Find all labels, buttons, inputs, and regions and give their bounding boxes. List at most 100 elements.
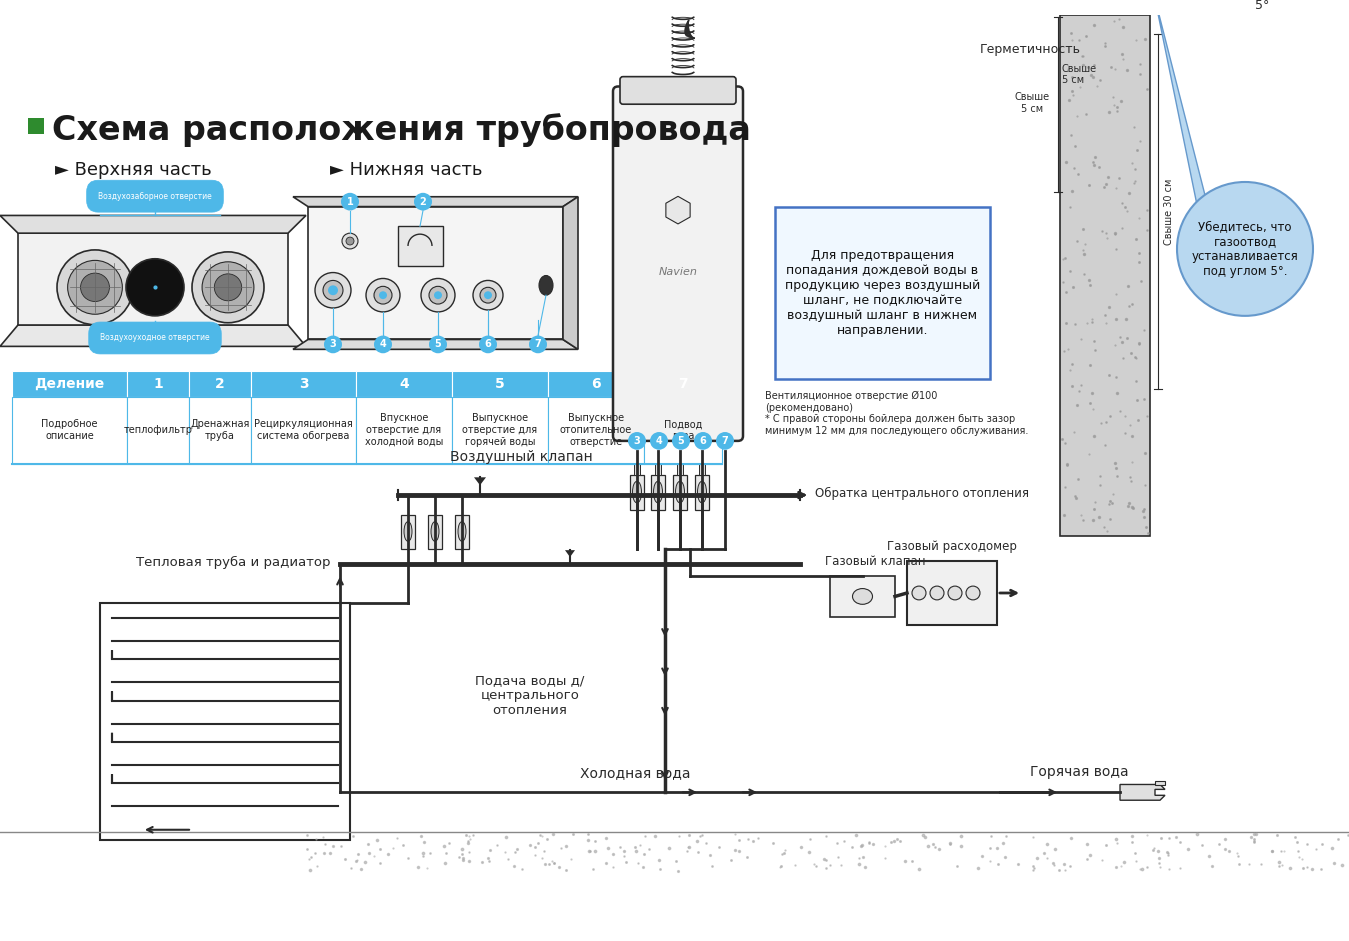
Text: теплофильтр: теплофильтр — [124, 425, 193, 435]
Polygon shape — [565, 550, 575, 557]
Circle shape — [912, 586, 925, 599]
Text: Подача воды д/
центрального
отопления: Подача воды д/ центрального отопления — [475, 674, 584, 717]
Polygon shape — [1031, 0, 1149, 6]
Text: Подвод
газа: Подвод газа — [664, 420, 703, 441]
Polygon shape — [1120, 785, 1166, 800]
Bar — [674, 423, 688, 431]
Text: Navien: Navien — [658, 267, 697, 277]
Bar — [127, 371, 189, 396]
Circle shape — [343, 233, 357, 249]
Text: Дренажная
труба: Дренажная труба — [190, 420, 250, 441]
Text: 4: 4 — [379, 340, 386, 349]
Circle shape — [202, 262, 254, 312]
Bar — [12, 396, 127, 464]
Bar — [634, 455, 639, 475]
Bar — [774, 207, 990, 379]
Text: 2: 2 — [214, 376, 225, 391]
Circle shape — [366, 279, 401, 311]
Text: 5°: 5° — [1255, 0, 1269, 11]
Text: ► Верхняя часть: ► Верхняя часть — [55, 161, 212, 179]
Text: 6: 6 — [484, 340, 491, 349]
Bar — [12, 371, 127, 396]
Circle shape — [434, 292, 442, 299]
Text: Подробное
описание: Подробное описание — [42, 420, 97, 441]
Bar — [127, 396, 189, 464]
Polygon shape — [1155, 0, 1234, 313]
Circle shape — [414, 193, 432, 211]
Circle shape — [479, 336, 496, 353]
Bar — [356, 371, 452, 396]
Circle shape — [480, 287, 496, 303]
Text: Воздушный клапан: Воздушный клапан — [451, 450, 592, 464]
Text: Убедитесь, что
газоотвод
устанавливается
под углом 5°.: Убедитесь, что газоотвод устанавливается… — [1191, 220, 1298, 278]
Polygon shape — [473, 477, 486, 486]
Ellipse shape — [403, 521, 411, 541]
Bar — [1060, 15, 1149, 536]
Bar — [630, 475, 643, 510]
Text: 7: 7 — [534, 340, 541, 349]
Text: 1: 1 — [347, 197, 353, 207]
FancyBboxPatch shape — [621, 76, 737, 104]
Circle shape — [716, 432, 734, 450]
Circle shape — [341, 193, 359, 211]
Circle shape — [929, 586, 944, 599]
Polygon shape — [0, 215, 306, 233]
FancyBboxPatch shape — [612, 87, 743, 441]
Ellipse shape — [697, 481, 707, 502]
Bar — [100, 603, 349, 839]
Bar — [401, 515, 415, 550]
Text: 1: 1 — [154, 376, 163, 391]
Bar — [907, 561, 997, 625]
Ellipse shape — [633, 481, 642, 502]
Text: 5: 5 — [677, 436, 684, 446]
Circle shape — [316, 273, 351, 308]
Text: Выпускное
отверстие для
горячей воды: Выпускное отверстие для горячей воды — [463, 413, 537, 447]
Circle shape — [374, 286, 393, 304]
Polygon shape — [18, 233, 287, 325]
Text: ► Нижняя часть: ► Нижняя часть — [331, 161, 483, 179]
Circle shape — [57, 250, 134, 325]
Polygon shape — [563, 197, 577, 349]
Polygon shape — [293, 340, 577, 349]
Bar — [452, 371, 548, 396]
Polygon shape — [0, 325, 306, 346]
Bar — [455, 515, 469, 550]
Text: 3: 3 — [298, 376, 309, 391]
Bar — [452, 396, 548, 464]
Bar — [696, 423, 710, 431]
Bar — [548, 396, 643, 464]
Bar — [1155, 780, 1166, 786]
Bar — [652, 475, 665, 510]
Circle shape — [693, 432, 712, 450]
Circle shape — [484, 292, 492, 299]
Circle shape — [192, 252, 264, 323]
Bar — [28, 118, 45, 134]
Text: 6: 6 — [591, 376, 600, 391]
Text: Вентиляционное отверстие Ø100
(рекомендовано)
* С правой стороны бойлера должен : Вентиляционное отверстие Ø100 (рекомендо… — [765, 391, 1028, 436]
Ellipse shape — [676, 481, 684, 502]
Ellipse shape — [430, 521, 438, 541]
Text: Газовый клапан: Газовый клапан — [826, 555, 925, 567]
Text: Холодная вода: Холодная вода — [580, 767, 691, 780]
Ellipse shape — [853, 588, 873, 604]
Circle shape — [529, 336, 546, 353]
Text: 5: 5 — [434, 340, 441, 349]
Text: Свыше
5 см: Свыше 5 см — [1062, 64, 1097, 86]
Bar — [699, 455, 706, 475]
Bar — [643, 371, 722, 396]
Circle shape — [966, 586, 979, 599]
Circle shape — [1176, 182, 1313, 316]
Text: 6: 6 — [700, 436, 707, 446]
Text: 3: 3 — [634, 436, 641, 446]
Bar — [656, 455, 661, 475]
Circle shape — [345, 237, 353, 245]
Circle shape — [672, 432, 689, 450]
Text: Горячая вода: Горячая вода — [1031, 765, 1129, 778]
Text: Выпускное
отопительное
отверстие: Выпускное отопительное отверстие — [560, 413, 633, 447]
Text: Воздухозаборное отверстие: Воздухозаборное отверстие — [98, 192, 212, 200]
Circle shape — [429, 336, 447, 353]
Text: 7: 7 — [679, 376, 688, 391]
Bar — [677, 455, 683, 475]
Text: Обратка центрального отопления: Обратка центрального отопления — [815, 486, 1029, 500]
Bar — [189, 371, 251, 396]
